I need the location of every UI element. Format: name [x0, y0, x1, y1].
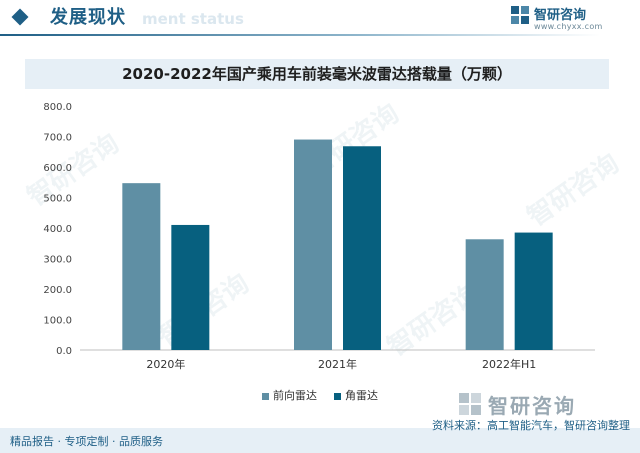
section-subtitle-ghost: ment status	[142, 10, 244, 28]
y-tick-label: 600.0	[43, 163, 72, 174]
bar-front	[294, 139, 332, 350]
chart-title-band: 2020-2022年国产乘用车前装毫米波雷达搭载量（万颗）	[25, 59, 609, 89]
footer-slogan: 精品报告 · 专项定制 · 品质服务	[10, 435, 163, 448]
legend-item-corner: 角雷达	[334, 387, 378, 403]
y-tick-label: 700.0	[43, 133, 72, 144]
bar-front	[465, 239, 504, 350]
legend-label-corner: 角雷达	[345, 389, 379, 402]
brand-url: www.chyxx.com	[534, 22, 603, 31]
bar-corner	[343, 146, 381, 350]
bar-front	[122, 183, 161, 350]
legend-swatch-corner	[334, 392, 342, 400]
legend-item-front: 前向雷达	[261, 387, 317, 403]
legend: 前向雷达 角雷达	[0, 384, 640, 403]
x-tick-label: 2022年H1	[482, 357, 536, 371]
brand-logo: 智研咨询 www.chyxx.com	[510, 3, 630, 35]
y-tick-label: 200.0	[43, 285, 72, 296]
brand-name: 智研咨询	[534, 8, 587, 23]
x-tick-label: 2020年	[146, 357, 185, 371]
y-tick-label: 800.0	[43, 102, 72, 113]
bar-corner	[171, 224, 210, 350]
chart-title: 2020-2022年国产乘用车前装毫米波雷达搭载量（万颗）	[122, 65, 512, 83]
y-tick-label: 0.0	[56, 346, 72, 357]
y-tick-label: 400.0	[43, 224, 72, 235]
x-tick-label: 2021年	[318, 357, 357, 371]
footer-logo-icon	[459, 393, 481, 415]
y-tick-label: 300.0	[43, 255, 72, 266]
bar-corner	[514, 232, 553, 350]
brand-logo-icon	[511, 6, 529, 24]
y-tick-label: 100.0	[43, 316, 72, 327]
footer-logo-text: 智研咨询	[488, 394, 576, 418]
legend-label-front: 前向雷达	[272, 389, 317, 402]
header-divider	[0, 34, 600, 36]
header: 发展现状 ment status 智研咨询 www.chyxx.com	[0, 0, 640, 36]
section-title: 发展现状	[50, 7, 126, 28]
footer-logo: 智研咨询	[458, 390, 618, 418]
footer-band: 精品报告 · 专项定制 · 品质服务 资料来源：高工智能汽车，智研咨询整理	[0, 419, 640, 453]
legend-swatch-front	[261, 392, 269, 400]
footer-source: 资料来源：高工智能汽车，智研咨询整理	[432, 419, 630, 432]
y-tick-label: 500.0	[43, 194, 72, 205]
